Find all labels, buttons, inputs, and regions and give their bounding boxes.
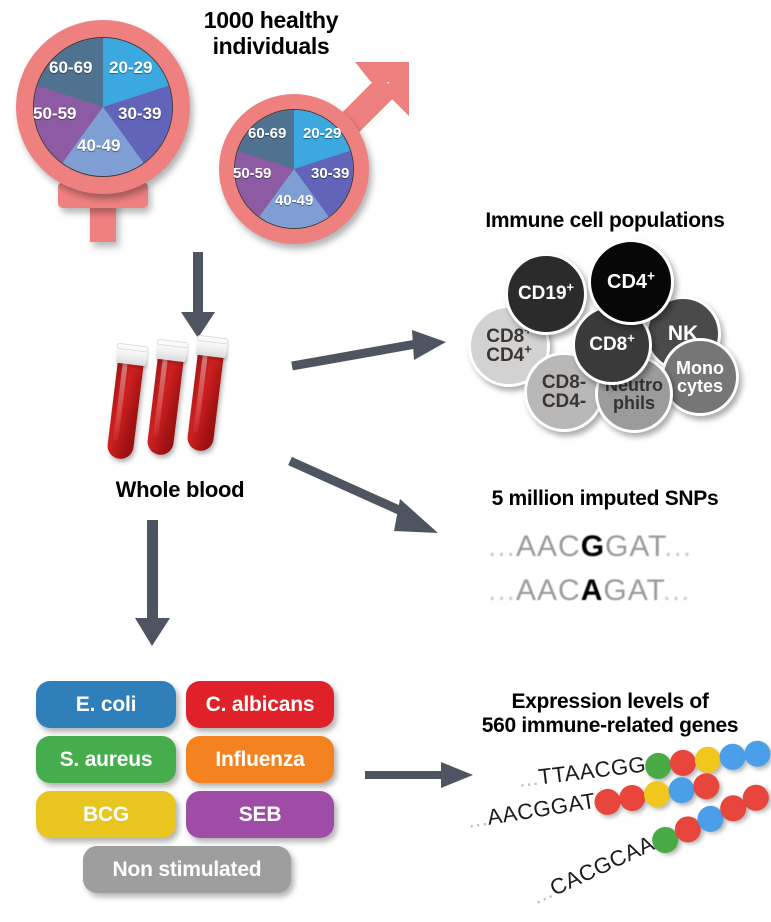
snp-before: AAC: [516, 530, 581, 563]
pie-label-50-59: 50-59: [233, 165, 272, 182]
pie-slice-60-69: [235, 110, 353, 228]
snp-after: GAT: [603, 574, 663, 607]
snp-after: GAT: [605, 530, 665, 563]
snp-before: AAC: [516, 574, 581, 607]
strand-bead: [666, 775, 697, 805]
stimulation-e-coli[interactable]: E. coli: [36, 681, 176, 728]
pie-label-60-69: 60-69: [248, 125, 287, 142]
stimulation-c-albicans[interactable]: C. albicans: [186, 681, 334, 728]
snp-prefix: ...: [488, 574, 517, 607]
cohort-heading-line2: individuals: [212, 32, 330, 59]
arrow-cohort-to-blood: [181, 252, 215, 338]
female-age-pie: [33, 37, 173, 177]
stimulation-s-aureus[interactable]: S. aureus: [36, 736, 176, 783]
strand-bead: [642, 778, 673, 809]
pie-label-50-59: 50-59: [33, 104, 77, 123]
pie-label-60-69: 60-69: [49, 58, 93, 77]
pie-label-20-29: 20-29: [109, 58, 153, 77]
cell-label: CD8+CD4+: [486, 323, 532, 366]
snp-variant: G: [580, 530, 606, 563]
expression-heading-line1: Expression levels of: [511, 690, 709, 713]
strand-sequence: ...CACGCAA: [528, 831, 658, 910]
cell-monocytes: Mono cytes: [661, 338, 739, 416]
pie-label-20-29: 20-29: [303, 125, 342, 142]
stimulation-bcg[interactable]: BCG: [36, 791, 176, 838]
cohort-heading: 1000 healthy individuals: [178, 7, 364, 60]
arrow-blood-to-snp: [288, 456, 438, 533]
pie-slice-60-69: [34, 38, 172, 176]
pie-label-30-39: 30-39: [311, 165, 350, 182]
strand-bead: [718, 742, 748, 772]
cell-label: CD19+: [517, 279, 575, 305]
snp-heading: 5 million imputed SNPs: [491, 487, 719, 510]
arrow-blood-to-immune: [291, 330, 446, 371]
expression-heading-line2: 560 immune-related genes: [481, 713, 739, 737]
cell-label: CD8- CD4-: [541, 371, 587, 412]
arrow-blood-to-stimulation: [135, 520, 170, 646]
stimulation-influenza[interactable]: Influenza: [186, 736, 334, 783]
snp-sequence-row: ...AACGGAT...: [488, 530, 692, 564]
immune-cell-cluster: CD8+CD4+ CD8-CD4- CD19+ CD4+ CD8+ NK Neu…: [0, 0, 771, 433]
pie-label-40-49: 40-49: [77, 136, 121, 155]
cohort-heading-line1: 1000 healthy: [203, 7, 339, 33]
strand-bases: CACGCAA: [545, 830, 659, 901]
whole-blood-label: Whole blood: [115, 477, 245, 502]
female-symbol: 20-29 30-39 40-49 50-59 60-69: [8, 12, 198, 242]
strand-bead: [691, 771, 722, 801]
cell-cd8cd4-dn: CD8- CD4-: [524, 352, 604, 432]
snp-sequence-row: ...AACAGAT...: [488, 574, 691, 608]
cell-cd4: CD4+: [588, 239, 674, 325]
stimulation-non-stimulated[interactable]: Non stimulated: [83, 846, 291, 893]
cell-label: Mono cytes: [676, 357, 724, 396]
snp-suffix: ...: [662, 574, 691, 607]
strand-sequence: ...AACGGAT: [466, 788, 598, 833]
immune-heading: Immune cell populations: [485, 209, 725, 232]
strand-bases: AACGGAT: [485, 787, 598, 830]
strand-bead: [617, 782, 648, 813]
arrow-stimulation-to-expression: [365, 762, 473, 788]
snp-suffix: ...: [664, 530, 693, 563]
male-age-pie: [234, 109, 354, 229]
cell-label: CD8+: [589, 330, 635, 356]
stimulation-seb[interactable]: SEB: [186, 791, 334, 838]
snp-prefix: ...: [488, 530, 517, 563]
expression-heading: Expression levels of 560 immune-related …: [455, 690, 765, 737]
cell-cd19: CD19+: [505, 253, 587, 335]
pie-label-40-49: 40-49: [275, 192, 314, 209]
cell-label: CD4+: [607, 268, 655, 293]
male-symbol: 20-29 30-39 40-49 50-59 60-69: [207, 52, 419, 252]
snp-sequences: ...AACGGAT... ...AACAGAT...: [488, 530, 748, 622]
strand-bead: [742, 739, 771, 768]
pie-label-30-39: 30-39: [118, 104, 162, 123]
snp-variant: A: [580, 574, 604, 607]
